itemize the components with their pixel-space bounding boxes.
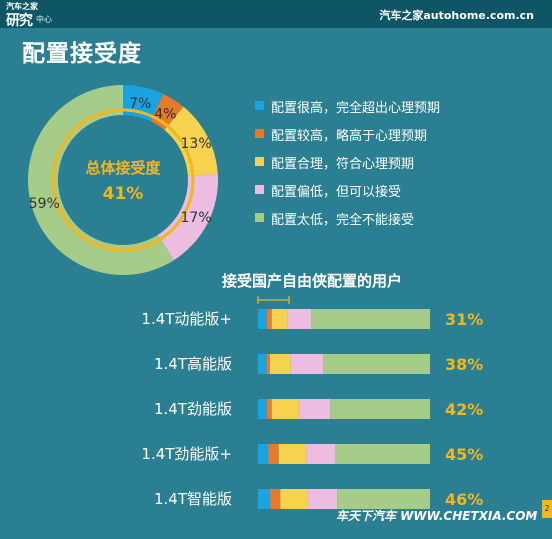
research-center-logo: 汽车之家 研究 中心 <box>4 1 56 29</box>
bar-segment <box>306 444 336 464</box>
donut-slice-label: 7% <box>129 96 151 112</box>
bar-segment <box>290 354 324 374</box>
bar-value-label: 31% <box>445 310 483 329</box>
legend-label: 配置合理，符合心理预期 <box>271 157 415 172</box>
bar-segment <box>330 399 430 419</box>
bar-segment <box>287 309 312 329</box>
acceptance-donut-chart: 总体接受度 41% 7%4% 13% 17% 59% <box>28 85 218 275</box>
bar-category-label: 1.4T动能版+ <box>141 310 232 328</box>
page-number: 2 <box>542 500 552 518</box>
range-bracket <box>257 296 290 304</box>
bar-segment <box>307 489 338 509</box>
bar-category-label: 1.4T高能版 <box>154 355 232 373</box>
trim-acceptance-bar-chart: 1.4T动能版+ 31% 1.4T高能版 38% 1.4T劲能版 42% 1.4T劲能版+ 4… <box>141 296 483 509</box>
legend-label: 配置偏低，但可以接受 <box>271 185 402 200</box>
legend-swatch <box>255 129 264 138</box>
page-title: 配置接受度 <box>22 41 142 67</box>
bar-segment <box>258 399 267 419</box>
bar-segment <box>335 444 430 464</box>
bar-segment <box>268 444 279 464</box>
legend-swatch <box>255 213 264 222</box>
donut-slice-label: 59% <box>29 196 60 212</box>
bar-category-label: 1.4T智能版 <box>154 490 232 508</box>
bar-category-label: 1.4T劲能版+ <box>141 445 232 463</box>
donut-slice-label: 13% <box>181 136 212 152</box>
bar-segment <box>258 309 267 329</box>
bar-segment <box>270 489 281 509</box>
legend-item-low: 配置偏低，但可以接受 <box>255 181 535 201</box>
donut-slice-label: 4% <box>154 106 176 122</box>
legend-swatch <box>255 185 264 194</box>
bar-value-label: 42% <box>445 400 483 419</box>
bar-segment <box>266 309 272 329</box>
legend-swatch <box>255 157 264 166</box>
legend-item-too-low: 配置太低，完全不能接受 <box>255 209 535 229</box>
bar-chart-title: 接受国产自由侠配置的用户 <box>222 272 403 290</box>
legend-label: 配置很高，完全超出心理预期 <box>271 101 441 116</box>
bar-segment <box>280 489 308 509</box>
donut-inner-ring <box>51 108 195 252</box>
bar-category-label: 1.4T劲能版 <box>154 400 232 418</box>
donut-center-value: 41% <box>103 184 144 204</box>
bar-segment <box>270 354 291 374</box>
bar-segment <box>311 309 430 329</box>
donut-center-label: 总体接受度 <box>85 159 161 177</box>
legend-label: 配置较高，略高于心理预期 <box>271 129 428 144</box>
header-bar: 汽车之家 研究 中心 汽车之家autohome.com.cn <box>0 0 552 29</box>
legend-label: 配置太低，完全不能接受 <box>271 213 415 228</box>
donut-slice-label: 17% <box>181 210 212 226</box>
bar-segment <box>337 489 430 509</box>
bar-segment <box>323 354 430 374</box>
watermark: 车天下汽车 WWW.CHETXIA.COM <box>336 509 538 523</box>
bar-segment <box>266 399 272 419</box>
bar-segment <box>258 444 269 464</box>
donut-slice <box>157 174 218 261</box>
brand-url: 汽车之家autohome.com.cn <box>379 9 534 22</box>
logo-line-1: 汽车之家 <box>6 2 38 11</box>
legend-item-reasonable: 配置合理，符合心理预期 <box>255 153 535 173</box>
bar-segment <box>278 444 307 464</box>
bar-value-label: 46% <box>445 490 483 509</box>
bar-segment <box>271 399 300 419</box>
bar-segment <box>266 354 271 374</box>
donut-slice <box>164 106 218 176</box>
bar-segment <box>299 399 331 419</box>
donut-slice <box>28 85 174 275</box>
legend-item-high: 配置较高，略高于心理预期 <box>255 125 535 145</box>
logo-line-2: 研究 <box>6 13 33 29</box>
legend-item-very-high: 配置很高，完全超出心理预期 <box>255 97 535 117</box>
bar-value-label: 38% <box>445 355 483 374</box>
bar-value-label: 45% <box>445 445 483 464</box>
legend-swatch <box>255 101 264 110</box>
logo-line-3: 中心 <box>36 15 52 24</box>
bar-segment <box>271 309 288 329</box>
bar-segment <box>258 354 267 374</box>
bar-segment <box>258 489 271 509</box>
